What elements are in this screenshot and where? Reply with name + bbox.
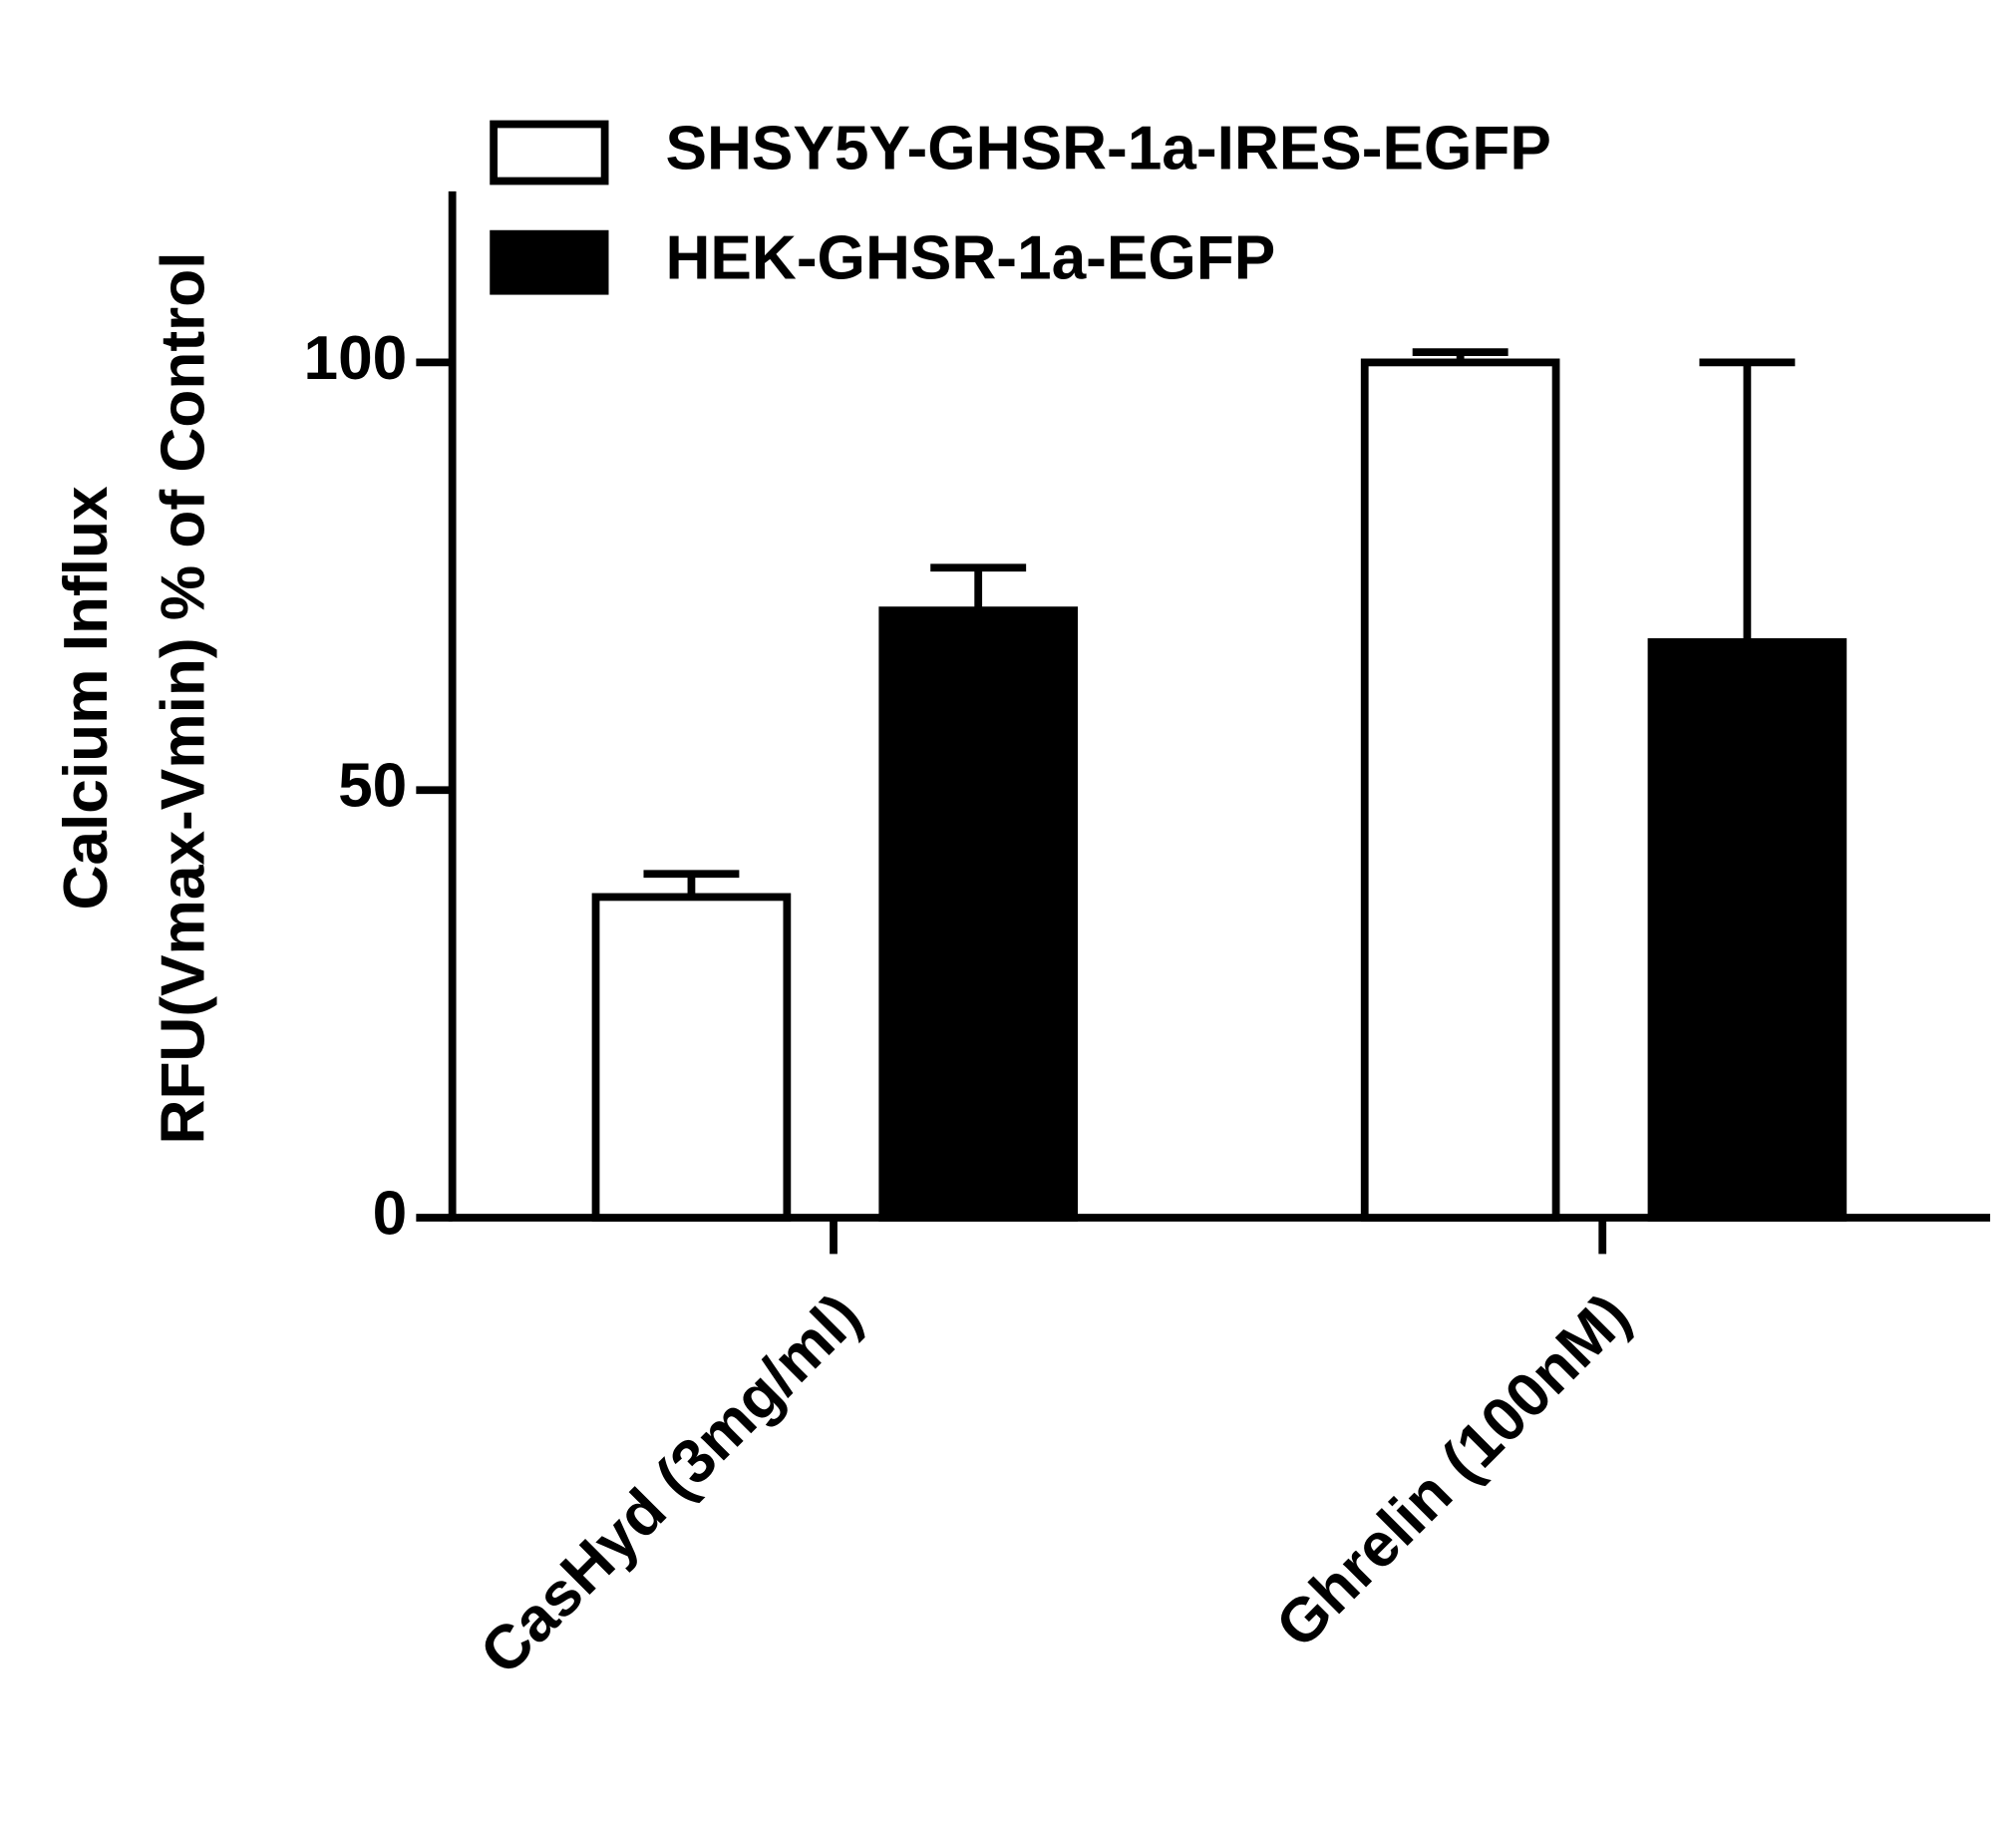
bar (591, 893, 792, 1222)
y-tick-label: 50 (338, 752, 407, 821)
bar (1647, 637, 1848, 1222)
bar (878, 606, 1078, 1222)
y-tick-label: 0 (373, 1179, 408, 1248)
y-tick-label: 100 (303, 324, 407, 393)
legend-label: HEK-GHSR-1a-EGFP (666, 224, 1276, 293)
bar (1360, 358, 1560, 1222)
legend-swatch (490, 229, 609, 295)
y-axis-label: Calcium Influx (52, 486, 121, 911)
x-tick-label: CasHyd (3mg/ml) (468, 1281, 874, 1687)
legend-swatch (490, 120, 609, 185)
x-tick-label: Ghrelin (100nM) (1263, 1281, 1643, 1660)
legend-label: SHSY5Y-GHSR-1a-IRES-EGFP (666, 114, 1551, 183)
y-axis-label: RFU(Vmax-Vmin) % of Control (149, 251, 217, 1144)
